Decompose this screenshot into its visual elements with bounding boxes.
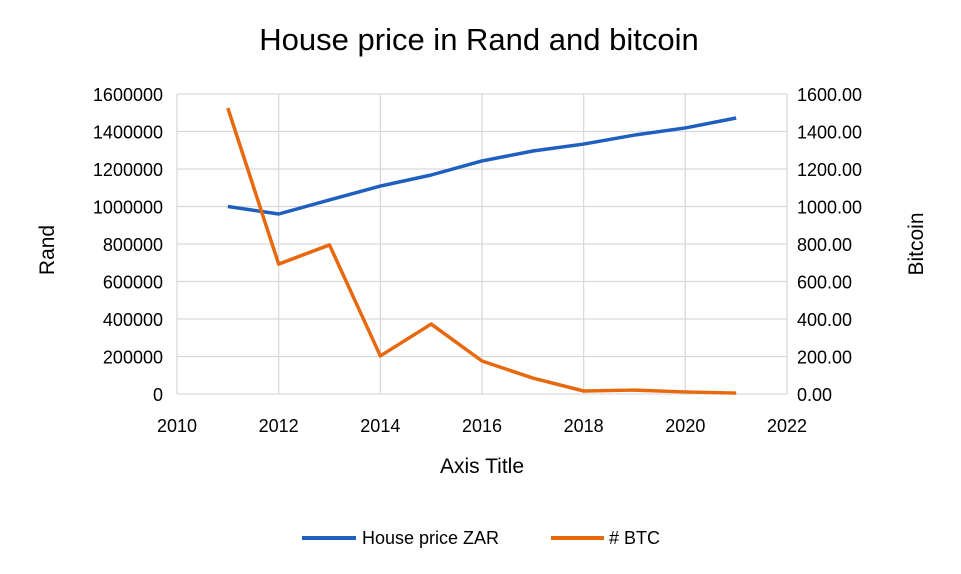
- x-axis-title: Axis Title: [440, 455, 524, 478]
- x-axis-ticks: 2010 2012 2014 2016 2018 2020 2022: [157, 416, 807, 436]
- y2-axis-title: Bitcoin: [905, 212, 928, 275]
- y2-tick-label: 600.00: [797, 273, 852, 293]
- y2-tick-label: 1400.00: [797, 123, 862, 143]
- y-tick-label: 600000: [103, 273, 163, 293]
- y-axis-ticks: 0 200000 400000 600000 800000 1000000 1200000 1…: [93, 85, 163, 405]
- legend-label-btc: # BTC: [609, 528, 660, 548]
- x-tick-label: 2020: [665, 416, 705, 436]
- x-tick-label: 2018: [564, 416, 604, 436]
- legend: House price ZAR # BTC: [302, 528, 660, 548]
- gridlines: [176, 93, 788, 395]
- y2-tick-label: 1200.00: [797, 160, 862, 180]
- series-line-house-price: [227, 116, 737, 216]
- y2-tick-label: 1600.00: [797, 85, 862, 105]
- y2-tick-label: 800.00: [797, 235, 852, 255]
- y-tick-label: 800000: [103, 235, 163, 255]
- x-tick-label: 2012: [259, 416, 299, 436]
- x-tick-label: 2022: [767, 416, 807, 436]
- y-axis-title: Rand: [36, 225, 59, 275]
- y-tick-label: 0: [153, 385, 163, 405]
- y-tick-label: 1400000: [93, 123, 163, 143]
- y2-tick-label: 0.00: [797, 385, 832, 405]
- y-tick-label: 1200000: [93, 160, 163, 180]
- legend-label-house-price: House price ZAR: [362, 528, 499, 548]
- y-tick-label: 400000: [103, 310, 163, 330]
- x-tick-label: 2016: [462, 416, 502, 436]
- y-tick-label: 200000: [103, 348, 163, 368]
- y2-tick-label: 200.00: [797, 348, 852, 368]
- x-tick-label: 2014: [360, 416, 400, 436]
- y2-axis-ticks: 0.00 200.00 400.00 600.00 800.00 1000.00 1200.…: [797, 85, 862, 405]
- series-line-btc: [226, 107, 737, 395]
- chart-title: House price in Rand and bitcoin: [259, 22, 698, 57]
- y2-tick-label: 1000.00: [797, 198, 862, 218]
- x-tick-label: 2010: [157, 416, 197, 436]
- y2-tick-label: 400.00: [797, 310, 852, 330]
- y-tick-label: 1600000: [93, 85, 163, 105]
- series-lines: [226, 107, 737, 395]
- y-tick-label: 1000000: [93, 198, 163, 218]
